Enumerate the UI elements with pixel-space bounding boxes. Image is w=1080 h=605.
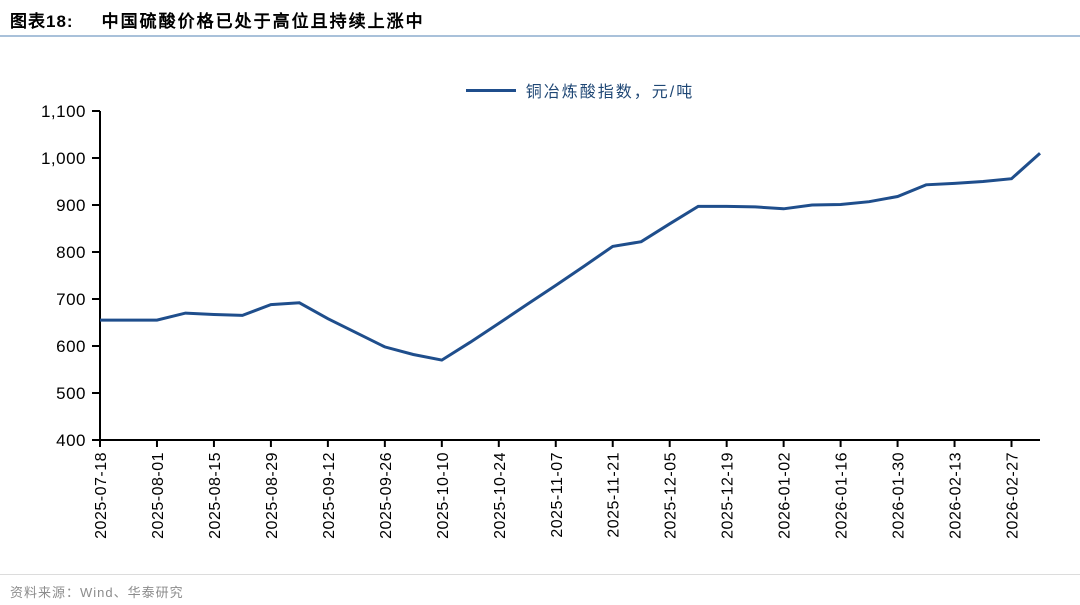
x-tick-label: 2025-08-15 <box>207 452 224 539</box>
legend-label: 铜冶炼酸指数，元/吨 <box>525 84 695 101</box>
y-tick-label: 700 <box>56 290 86 309</box>
x-tick-label: 2025-10-10 <box>435 452 452 539</box>
chart-title: 图表18: 中国硫酸价格已处于高位且持续上涨中 <box>10 7 1080 32</box>
y-tick-label: 1,100 <box>41 102 86 121</box>
x-tick-label: 2026-02-13 <box>948 452 965 539</box>
x-tick-label: 2026-01-30 <box>891 452 908 539</box>
x-tick-label: 2026-01-16 <box>834 452 851 539</box>
source-note: 资料来源：Wind、华泰研究 <box>10 585 184 600</box>
y-tick-label: 400 <box>56 431 86 450</box>
x-tick-label: 2025-09-26 <box>378 452 395 539</box>
x-tick-label: 2025-11-07 <box>549 452 566 538</box>
x-tick-label: 2025-08-29 <box>264 452 281 539</box>
title-underline <box>0 35 1080 37</box>
y-tick-label: 900 <box>56 196 86 215</box>
source-divider <box>0 574 1080 575</box>
legend: 铜冶炼酸指数，元/吨 <box>0 78 1080 102</box>
x-tick-label: 2025-12-19 <box>720 452 737 539</box>
y-tick-label: 1,000 <box>41 149 86 168</box>
y-tick-label: 600 <box>56 337 86 356</box>
y-tick-label: 500 <box>56 384 86 403</box>
y-tick-label: 800 <box>56 243 86 262</box>
x-tick-label: 2025-11-21 <box>606 452 623 538</box>
x-tick-label: 2025-08-01 <box>150 452 167 539</box>
x-tick-label: 2025-12-05 <box>663 452 680 539</box>
legend-line-swatch <box>465 88 516 92</box>
chart-title-text: 中国硫酸价格已处于高位且持续上涨中 <box>101 12 425 31</box>
x-tick-label: 2025-10-24 <box>492 452 509 539</box>
x-tick-label: 2025-07-18 <box>93 452 110 539</box>
x-tick-label: 2026-02-27 <box>1005 452 1022 539</box>
x-tick-label: 2025-09-12 <box>321 452 338 539</box>
price-line <box>100 152 1041 362</box>
chart-title-prefix: 图表18: <box>10 12 74 31</box>
x-tick-label: 2026-01-02 <box>777 452 794 539</box>
